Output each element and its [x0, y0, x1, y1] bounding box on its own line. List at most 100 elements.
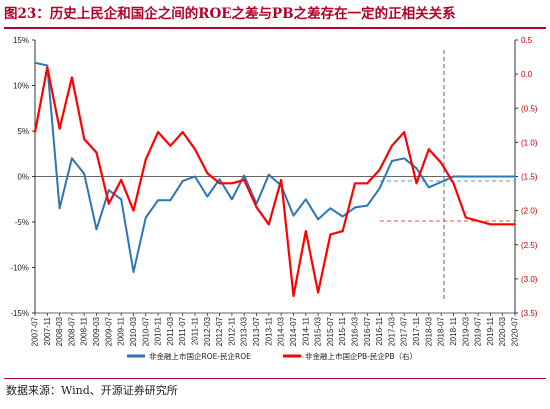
x-tick-label: 2011-03 [166, 316, 175, 345]
x-tick-label: 2013-11 [264, 316, 273, 345]
legend: 非金融上市国企ROE-民企ROE 非金融上市国企PB-民企PB（右） [127, 351, 417, 361]
pb-diff-point [132, 209, 135, 212]
right-tick-label: (2.5) [521, 241, 538, 250]
right-tick-label: (3.5) [521, 309, 538, 318]
pb-diff-point [83, 138, 86, 140]
x-tick-label: 2019-03 [461, 316, 470, 346]
roe-diff-point [169, 199, 172, 202]
roe-diff-point [427, 186, 430, 189]
x-tick-label: 2012-11 [227, 316, 236, 345]
right-tick-label: (0.5) [521, 104, 538, 113]
x-axis-ticks: 2007-07 2007-11 2008-03 2008-07 2008-11 2009-… [31, 312, 520, 346]
x-tick-label: 2014-03 [277, 316, 286, 346]
pb-diff-point [120, 179, 123, 181]
x-tick-label: 2008-07 [67, 316, 76, 346]
right-tick-label: 0.0 [521, 70, 533, 79]
roe-diff-point [58, 207, 61, 210]
roe-diff-point [218, 178, 221, 181]
pb-diff-point [317, 291, 319, 294]
right-tick-label: (3.0) [521, 275, 538, 284]
roe-diff-point [144, 216, 147, 219]
x-tick-label: 2016-11 [375, 316, 384, 345]
pb-diff-point [514, 223, 516, 226]
roe-diff-point [107, 189, 110, 192]
roe-diff-line [34, 61, 515, 273]
x-tick-label: 2007-11 [43, 316, 52, 345]
x-tick-label: 2017-03 [387, 316, 396, 346]
left-tick-label: 15% [13, 36, 29, 45]
x-tick-label: 2016-07 [363, 316, 372, 346]
roe-diff-point [243, 174, 246, 177]
x-tick-label: 2010-07 [141, 316, 150, 346]
roe-diff-point [120, 198, 123, 201]
roe-diff-point [366, 204, 369, 207]
roe-diff-point [464, 175, 467, 178]
pb-diff-point [366, 182, 369, 185]
pb-diff-point [34, 131, 36, 134]
x-tick-label: 2018-11 [449, 316, 458, 345]
pb-diff-point [341, 230, 344, 233]
pb-diff-point [391, 144, 393, 147]
right-axis-ticks: (3.5) (3.0) (2.5) (2.0) (1.5) (1.0) (0.5) 0.0 0.… [515, 36, 538, 318]
x-tick-label: 2018-07 [437, 316, 446, 346]
right-tick-label: (1.0) [521, 138, 538, 147]
roe-diff-point [34, 61, 36, 64]
plot-area [34, 40, 516, 313]
pb-diff-point [255, 206, 258, 209]
x-tick-label: 2015-07 [326, 316, 335, 346]
roe-diff-point [341, 215, 344, 218]
roe-diff-point [452, 175, 455, 178]
roe-diff-point [501, 175, 504, 178]
pb-diff-point [58, 127, 61, 130]
x-tick-label: 2019-07 [474, 316, 483, 346]
pb-diff-point [95, 151, 98, 154]
source-divider [4, 378, 546, 379]
x-tick-label: 2011-07 [178, 316, 187, 345]
roe-diff-point [267, 173, 270, 176]
right-tick-label: 0.5 [521, 36, 533, 45]
pb-diff-point [501, 223, 504, 226]
left-axis-ticks: -15% -10% -5% 0% 5% 10% 15% [10, 36, 35, 318]
pb-diff-point [218, 182, 221, 185]
left-tick-label: -10% [10, 264, 29, 273]
pb-diff-point [144, 158, 147, 161]
x-tick-label: 2015-11 [338, 316, 347, 345]
roe-diff-point [514, 175, 516, 178]
x-tick-label: 2015-03 [314, 316, 323, 346]
pb-diff-point [329, 233, 332, 236]
pb-diff-point [403, 131, 406, 134]
x-tick-label: 2020-07 [511, 316, 520, 346]
roe-diff-point [132, 271, 135, 273]
x-tick-label: 2012-07 [215, 316, 224, 346]
roe-diff-point [231, 198, 233, 201]
x-tick-label: 2014-11 [301, 316, 310, 345]
roe-diff-point [415, 167, 418, 170]
pb-diff-point [194, 148, 196, 151]
pb-diff-point [440, 161, 443, 164]
roe-diff-point [157, 199, 159, 202]
right-tick-label: (2.0) [521, 207, 538, 216]
pb-diff-point [427, 148, 430, 151]
roe-diff-point [378, 187, 381, 190]
pb-diff-point [267, 223, 270, 226]
x-tick-label: 2017-07 [400, 316, 409, 346]
x-tick-label: 2009-11 [117, 316, 126, 345]
pb-diff-point [292, 295, 295, 297]
pb-diff-point [304, 230, 307, 233]
roe-diff-point [304, 198, 307, 201]
pb-diff-point [71, 76, 73, 79]
left-tick-label: -15% [10, 309, 29, 318]
roe-diff-point [206, 195, 209, 198]
roe-diff-point [83, 172, 86, 175]
pb-diff-point [107, 202, 110, 205]
x-tick-label: 2008-03 [55, 316, 64, 346]
chart-title: 图23：历史上民企和国企之间的ROE之差与PB之差存在一定的正相关关系 [4, 6, 456, 22]
pb-diff-point [280, 179, 283, 181]
pb-diff-point [169, 144, 172, 147]
roe-diff-point [403, 157, 406, 160]
roe-diff-point [354, 206, 356, 209]
x-tick-label: 2007-07 [31, 316, 40, 346]
legend-label-roe: 非金融上市国企ROE-民企ROE [149, 351, 251, 361]
roe-diff-point [329, 207, 332, 210]
pb-diff-point [378, 168, 381, 171]
